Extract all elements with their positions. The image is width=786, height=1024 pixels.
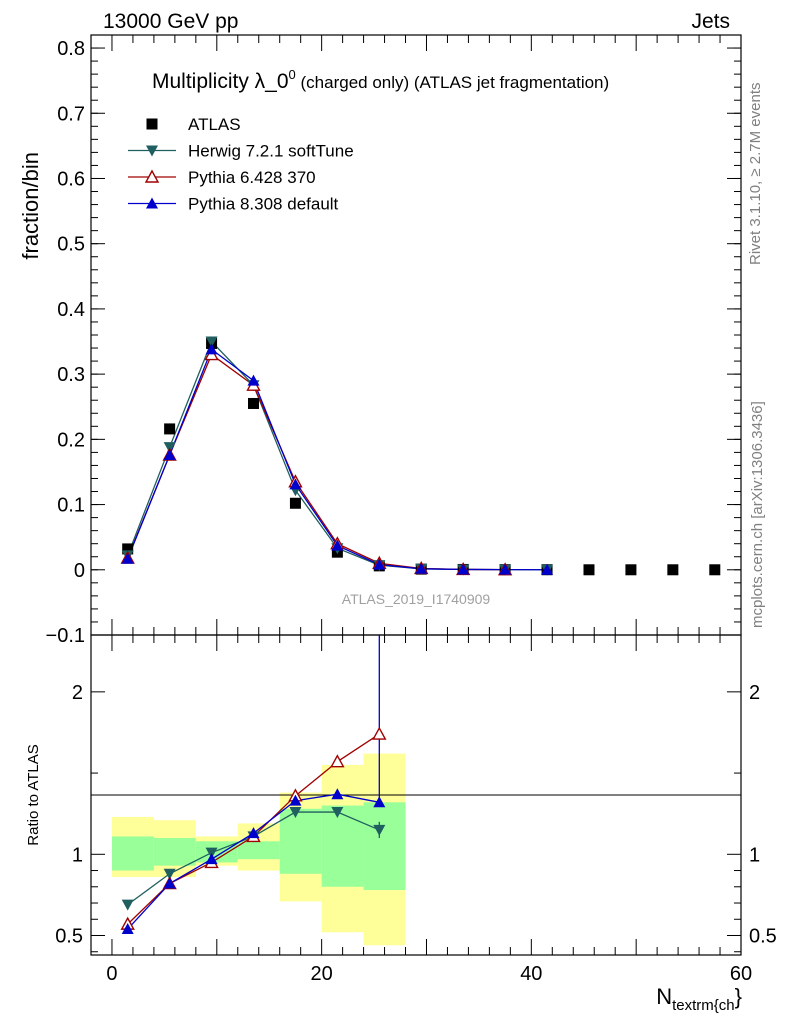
- ratio-point-series-1: [330, 754, 345, 768]
- ratio-inner-band: [363, 802, 406, 891]
- header-right: Jets: [691, 10, 730, 33]
- ratio-y-tick-label-right: 2: [749, 682, 760, 704]
- main-point-series-0: [709, 564, 721, 576]
- main-point-series-3: [373, 558, 386, 570]
- ratio-point-series-1: [372, 726, 387, 740]
- ratio-point-series-2: [373, 796, 386, 808]
- ratio-inner-band: [279, 808, 322, 874]
- ratio-y-tick-label-right: 0.5: [749, 926, 777, 948]
- ratio-point-series-2: [121, 923, 134, 935]
- main-y-tick-label: 0.4: [57, 299, 85, 321]
- ratio-point-series-0: [373, 824, 386, 836]
- ratio-point-series-2: [205, 853, 218, 865]
- main-point-series-3: [163, 449, 176, 460]
- rivet-label: Rivet 3.1.10, ≥ 2.7M events: [747, 83, 764, 266]
- main-point-series-3: [331, 539, 344, 551]
- main-point-series-0: [583, 564, 595, 576]
- main-y-tick-label: 0.6: [57, 168, 85, 190]
- ratio-point-series-2: [289, 794, 302, 806]
- chart-title: Multiplicity λ_00 (charged only) (ATLAS …: [152, 67, 609, 93]
- x-tick-label: 40: [520, 963, 542, 985]
- analysis-watermark: ATLAS_2019_I1740909: [342, 591, 491, 607]
- main-y-tick-label: 0.8: [57, 38, 85, 60]
- ratio-y-tick-label-left: 1: [72, 844, 83, 866]
- legend-label: Pythia 6.428 370: [188, 168, 316, 187]
- main-point-series-3: [541, 563, 554, 575]
- main-point-series-0: [164, 423, 176, 435]
- main-point-series-0: [122, 543, 134, 555]
- legend-marker: [146, 197, 158, 209]
- main-y-axis-label: fraction/bin: [18, 152, 43, 260]
- main-series-line-2: [127, 353, 506, 571]
- ratio-y-axis-label: Ratio to ATLAS: [25, 744, 42, 845]
- x-axis-label: Ntextrm{ch}: [656, 984, 742, 1014]
- legend-marker: [144, 169, 160, 183]
- main-point-series-3: [415, 562, 428, 574]
- ratio-inner-band: [111, 836, 154, 871]
- mcplots-label: mcplots.cern.ch [arXiv:1306.3436]: [749, 401, 766, 628]
- chart-title-sub: (charged only) (ATLAS jet fragmentation): [296, 73, 609, 92]
- ratio-inner-band: [153, 838, 196, 866]
- main-point-series-0: [248, 397, 259, 409]
- legend-marker: [146, 118, 158, 130]
- chart-title-main: Multiplicity λ_0: [152, 70, 289, 93]
- main-y-tick-label: −0.1: [46, 625, 85, 647]
- header-left: 13000 GeV pp: [103, 10, 238, 33]
- x-axis-label-tail: }: [735, 984, 742, 1009]
- main-point-series-0: [667, 564, 679, 576]
- main-y-tick-label: 0.1: [57, 495, 85, 517]
- main-y-tick-label: 0.7: [57, 103, 85, 125]
- ratio-point-series-0: [289, 807, 302, 819]
- main-point-series-3: [247, 374, 260, 386]
- ratio-y-tick-label-left: 2: [72, 682, 83, 704]
- ratio-point-series-0: [331, 807, 344, 819]
- legend: ATLAS Herwig 7.2.1 softTune Pythia 6.428 3…: [128, 115, 354, 214]
- x-tick-label: 20: [311, 963, 333, 985]
- ratio-point-series-2: [331, 788, 344, 800]
- ratio-plot-frame: [90, 634, 742, 956]
- main-point-series-0: [289, 497, 301, 509]
- ratio-y-tick-label-left: 0.5: [55, 926, 83, 948]
- ratio-inner-band: [321, 805, 364, 887]
- ratio-panel: 0.5 0.5 1 1 2 2 0 20 40 60 Ratio to ATLAS Ntextr…: [25, 634, 777, 1014]
- legend-label: ATLAS: [188, 115, 241, 134]
- legend-label: Herwig 7.2.1 softTune: [188, 142, 354, 161]
- main-y-tick-label: 0.5: [57, 234, 85, 256]
- legend-label: Pythia 8.308 default: [188, 195, 339, 214]
- x-tick-label: 60: [730, 963, 752, 985]
- ratio-point-series-2: [247, 827, 260, 839]
- main-point-series-3: [289, 478, 302, 490]
- main-point-series-3: [499, 563, 512, 575]
- main-point-series-3: [205, 343, 218, 355]
- ratio-point-series-2: [163, 877, 176, 889]
- x-axis-label-sub: textrm{ch: [672, 997, 735, 1014]
- main-y-tick-label: 0: [74, 560, 85, 582]
- ratio-y-tick-label-right: 1: [749, 844, 760, 866]
- main-y-tick-label: 0.3: [57, 364, 85, 386]
- main-point-series-3: [457, 563, 470, 575]
- ratio-point-series-0: [163, 868, 176, 880]
- legend-marker: [146, 145, 158, 157]
- main-series-line-1: [127, 340, 548, 571]
- x-tick-label: 0: [106, 963, 117, 985]
- ratio-point-series-0: [121, 899, 134, 911]
- x-axis-label-main: N: [656, 984, 672, 1009]
- main-point-series-3: [121, 552, 134, 564]
- main-panel: −0.1 0 0.1 0.2 0.3 0.4 0.5 0.6 0.7 0.8 fraction/b…: [18, 34, 742, 647]
- main-point-series-0: [625, 564, 637, 576]
- main-point-series-1: [205, 336, 218, 348]
- chart-title-sup: 0: [289, 67, 296, 82]
- main-y-tick-label: 0.2: [57, 429, 85, 451]
- ratio-inner-band: [237, 841, 280, 860]
